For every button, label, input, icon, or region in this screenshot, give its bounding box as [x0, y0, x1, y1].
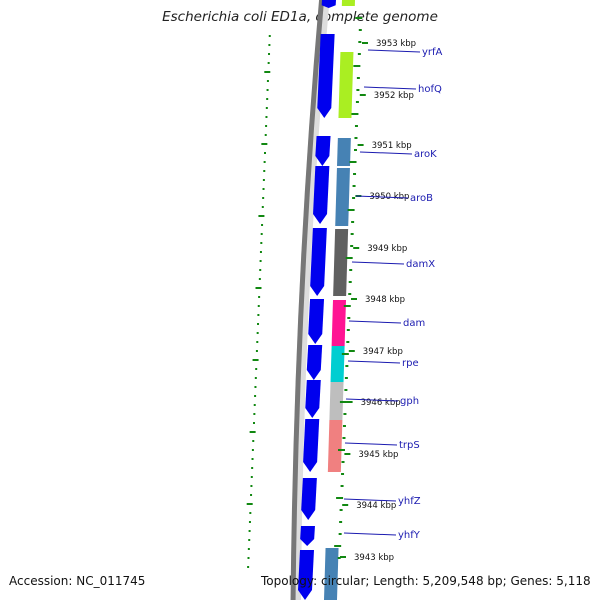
gene-arrow: [313, 166, 330, 224]
kbp-label: 3953 kbp: [376, 39, 416, 49]
gene-arrow: [315, 136, 331, 166]
map-title: Escherichia coli ED1a, complete genome: [162, 9, 438, 25]
gene-leader-line: [343, 498, 397, 502]
gene-label: dam: [403, 318, 425, 329]
gene-arrow: [298, 550, 314, 600]
gene-arrow: [300, 526, 315, 546]
kbp-label: 3945 kbp: [358, 450, 398, 460]
gene-label: aroB: [410, 193, 433, 204]
scale-ticks: [334, 17, 363, 559]
topology-label: Topology: circular; Length: 5,209,548 bp…: [261, 574, 591, 588]
gene-block: [341, 0, 355, 6]
kbp-label: 3943 kbp: [354, 553, 394, 563]
gene-leader-line: [344, 442, 398, 446]
gene-leader-line: [348, 320, 402, 324]
gene-block: [324, 548, 339, 600]
kbp-label: 3944 kbp: [356, 501, 396, 511]
gene-leader-line: [367, 49, 421, 53]
gene-label: hofQ: [418, 84, 442, 95]
gene-block: [338, 52, 354, 118]
gene-block: [330, 346, 345, 382]
gene-block: [331, 300, 346, 346]
gene-label: aroK: [414, 149, 437, 160]
gene-leader-line: [359, 151, 413, 155]
gene-leader-line: [347, 360, 401, 364]
gene-arrow: [305, 380, 321, 418]
gene-arrow: [321, 0, 336, 8]
gene-arrow: [310, 228, 327, 296]
gene-leader-line: [363, 86, 417, 90]
gene-label: damX: [406, 259, 435, 270]
gene-block: [335, 168, 350, 226]
kbp-label: 3951 kbp: [372, 141, 412, 151]
gene-leader-line: [345, 398, 399, 402]
gene-arrow: [301, 478, 317, 520]
gene-leader-line: [355, 195, 409, 199]
reverse-strand-track: [324, 0, 355, 600]
gene-label: yhfY: [398, 530, 421, 541]
genome-backbone: [290, 0, 330, 600]
gene-block: [337, 138, 351, 166]
gene-leader-line: [351, 261, 405, 265]
gc-skew-track: [246, 35, 271, 568]
gene-label: yrfA: [422, 47, 443, 58]
gene-label: trpS: [399, 440, 420, 451]
gene-label: gph: [400, 396, 419, 407]
kbp-label: 3946 kbp: [361, 398, 401, 408]
gene-leader-line: [343, 532, 397, 536]
gene-arrow: [303, 419, 320, 472]
kbp-label: 3952 kbp: [374, 91, 414, 101]
gene-arrow: [306, 345, 323, 380]
kbp-label: 3947 kbp: [363, 347, 403, 357]
kbp-label: 3949 kbp: [367, 244, 407, 254]
kbp-label: 3948 kbp: [365, 295, 405, 305]
gene-arrow: [317, 34, 335, 118]
gene-label: rpe: [402, 358, 419, 369]
gene-block: [329, 382, 344, 420]
gene-arrow: [308, 299, 325, 344]
forward-strand-track: [298, 0, 336, 600]
gene-labels: yrfA hofQ aroK aroB damX dam rpe gph trpS yhfZ yhf…: [343, 47, 443, 541]
gene-label: yhfZ: [398, 496, 421, 507]
accession-label: Accession: NC_011745: [9, 574, 146, 588]
gene-block: [327, 420, 343, 472]
gene-block: [333, 229, 349, 296]
